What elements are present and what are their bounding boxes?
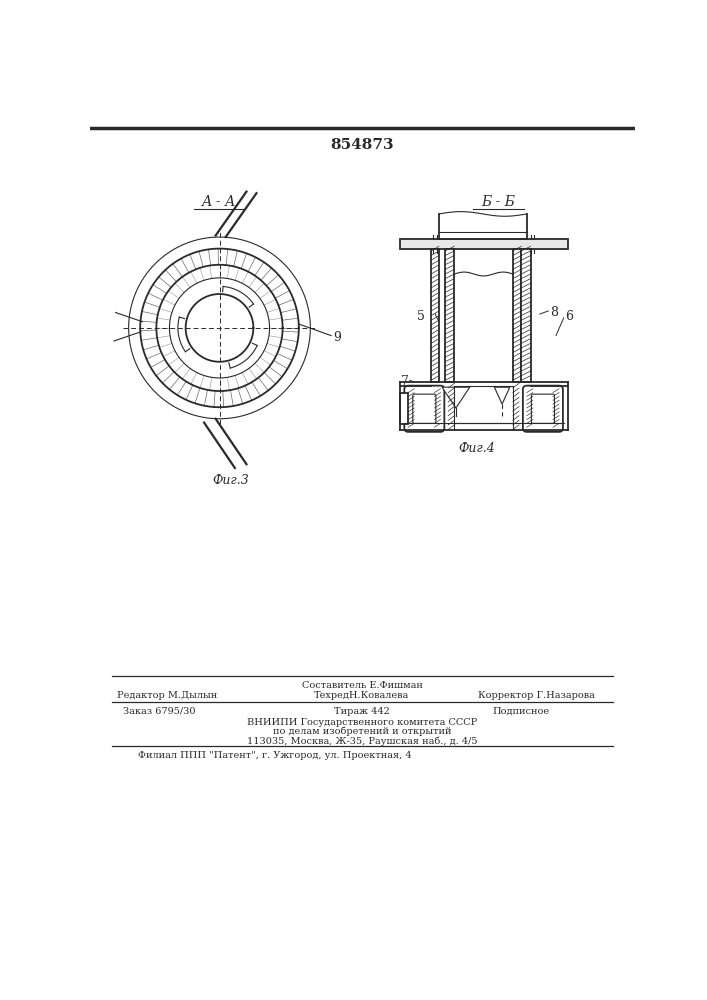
Bar — [400, 393, 408, 424]
FancyBboxPatch shape — [413, 394, 436, 423]
Text: Заказ 6795/30: Заказ 6795/30 — [123, 707, 196, 716]
Text: Фиг.3: Фиг.3 — [213, 474, 250, 487]
Text: 6: 6 — [565, 310, 573, 323]
FancyBboxPatch shape — [523, 386, 563, 432]
Bar — [513, 249, 521, 382]
FancyBboxPatch shape — [532, 394, 554, 423]
Text: ТехредН.Ковалева: ТехредН.Ковалева — [315, 691, 409, 700]
Text: 8: 8 — [550, 306, 558, 319]
Text: Б - Б: Б - Б — [481, 195, 515, 209]
Bar — [445, 249, 455, 382]
Text: Тираж 442: Тираж 442 — [334, 707, 390, 716]
Text: Подписное: Подписное — [493, 707, 550, 716]
Text: А - А: А - А — [202, 195, 237, 209]
Text: ВНИИПИ Государственного комитета СССР: ВНИИПИ Государственного комитета СССР — [247, 718, 477, 727]
Text: по делам изобретений и открытий: по делам изобретений и открытий — [273, 727, 451, 736]
FancyBboxPatch shape — [404, 386, 444, 432]
Text: 854873: 854873 — [330, 138, 394, 152]
Bar — [400, 239, 568, 249]
Text: 7: 7 — [401, 375, 409, 388]
Text: Корректор Г.Назарова: Корректор Г.Назарова — [479, 691, 595, 700]
Text: 5: 5 — [417, 310, 425, 323]
Text: Редактор М.Дылын: Редактор М.Дылын — [117, 691, 217, 700]
Polygon shape — [442, 387, 469, 408]
Text: Фиг.4: Фиг.4 — [458, 442, 495, 455]
Text: 9: 9 — [334, 331, 341, 344]
Bar — [431, 249, 439, 382]
Text: Составитель Е.Фишман: Составитель Е.Фишман — [301, 681, 422, 690]
Bar — [521, 249, 530, 382]
Polygon shape — [494, 387, 510, 404]
Text: 113035, Москва, Ж-35, Раушская наб., д. 4/5: 113035, Москва, Ж-35, Раушская наб., д. … — [247, 736, 477, 746]
Text: Филиал ППП "Патент", г. Ужгород, ул. Проектная, 4: Филиал ППП "Патент", г. Ужгород, ул. Про… — [138, 751, 411, 760]
